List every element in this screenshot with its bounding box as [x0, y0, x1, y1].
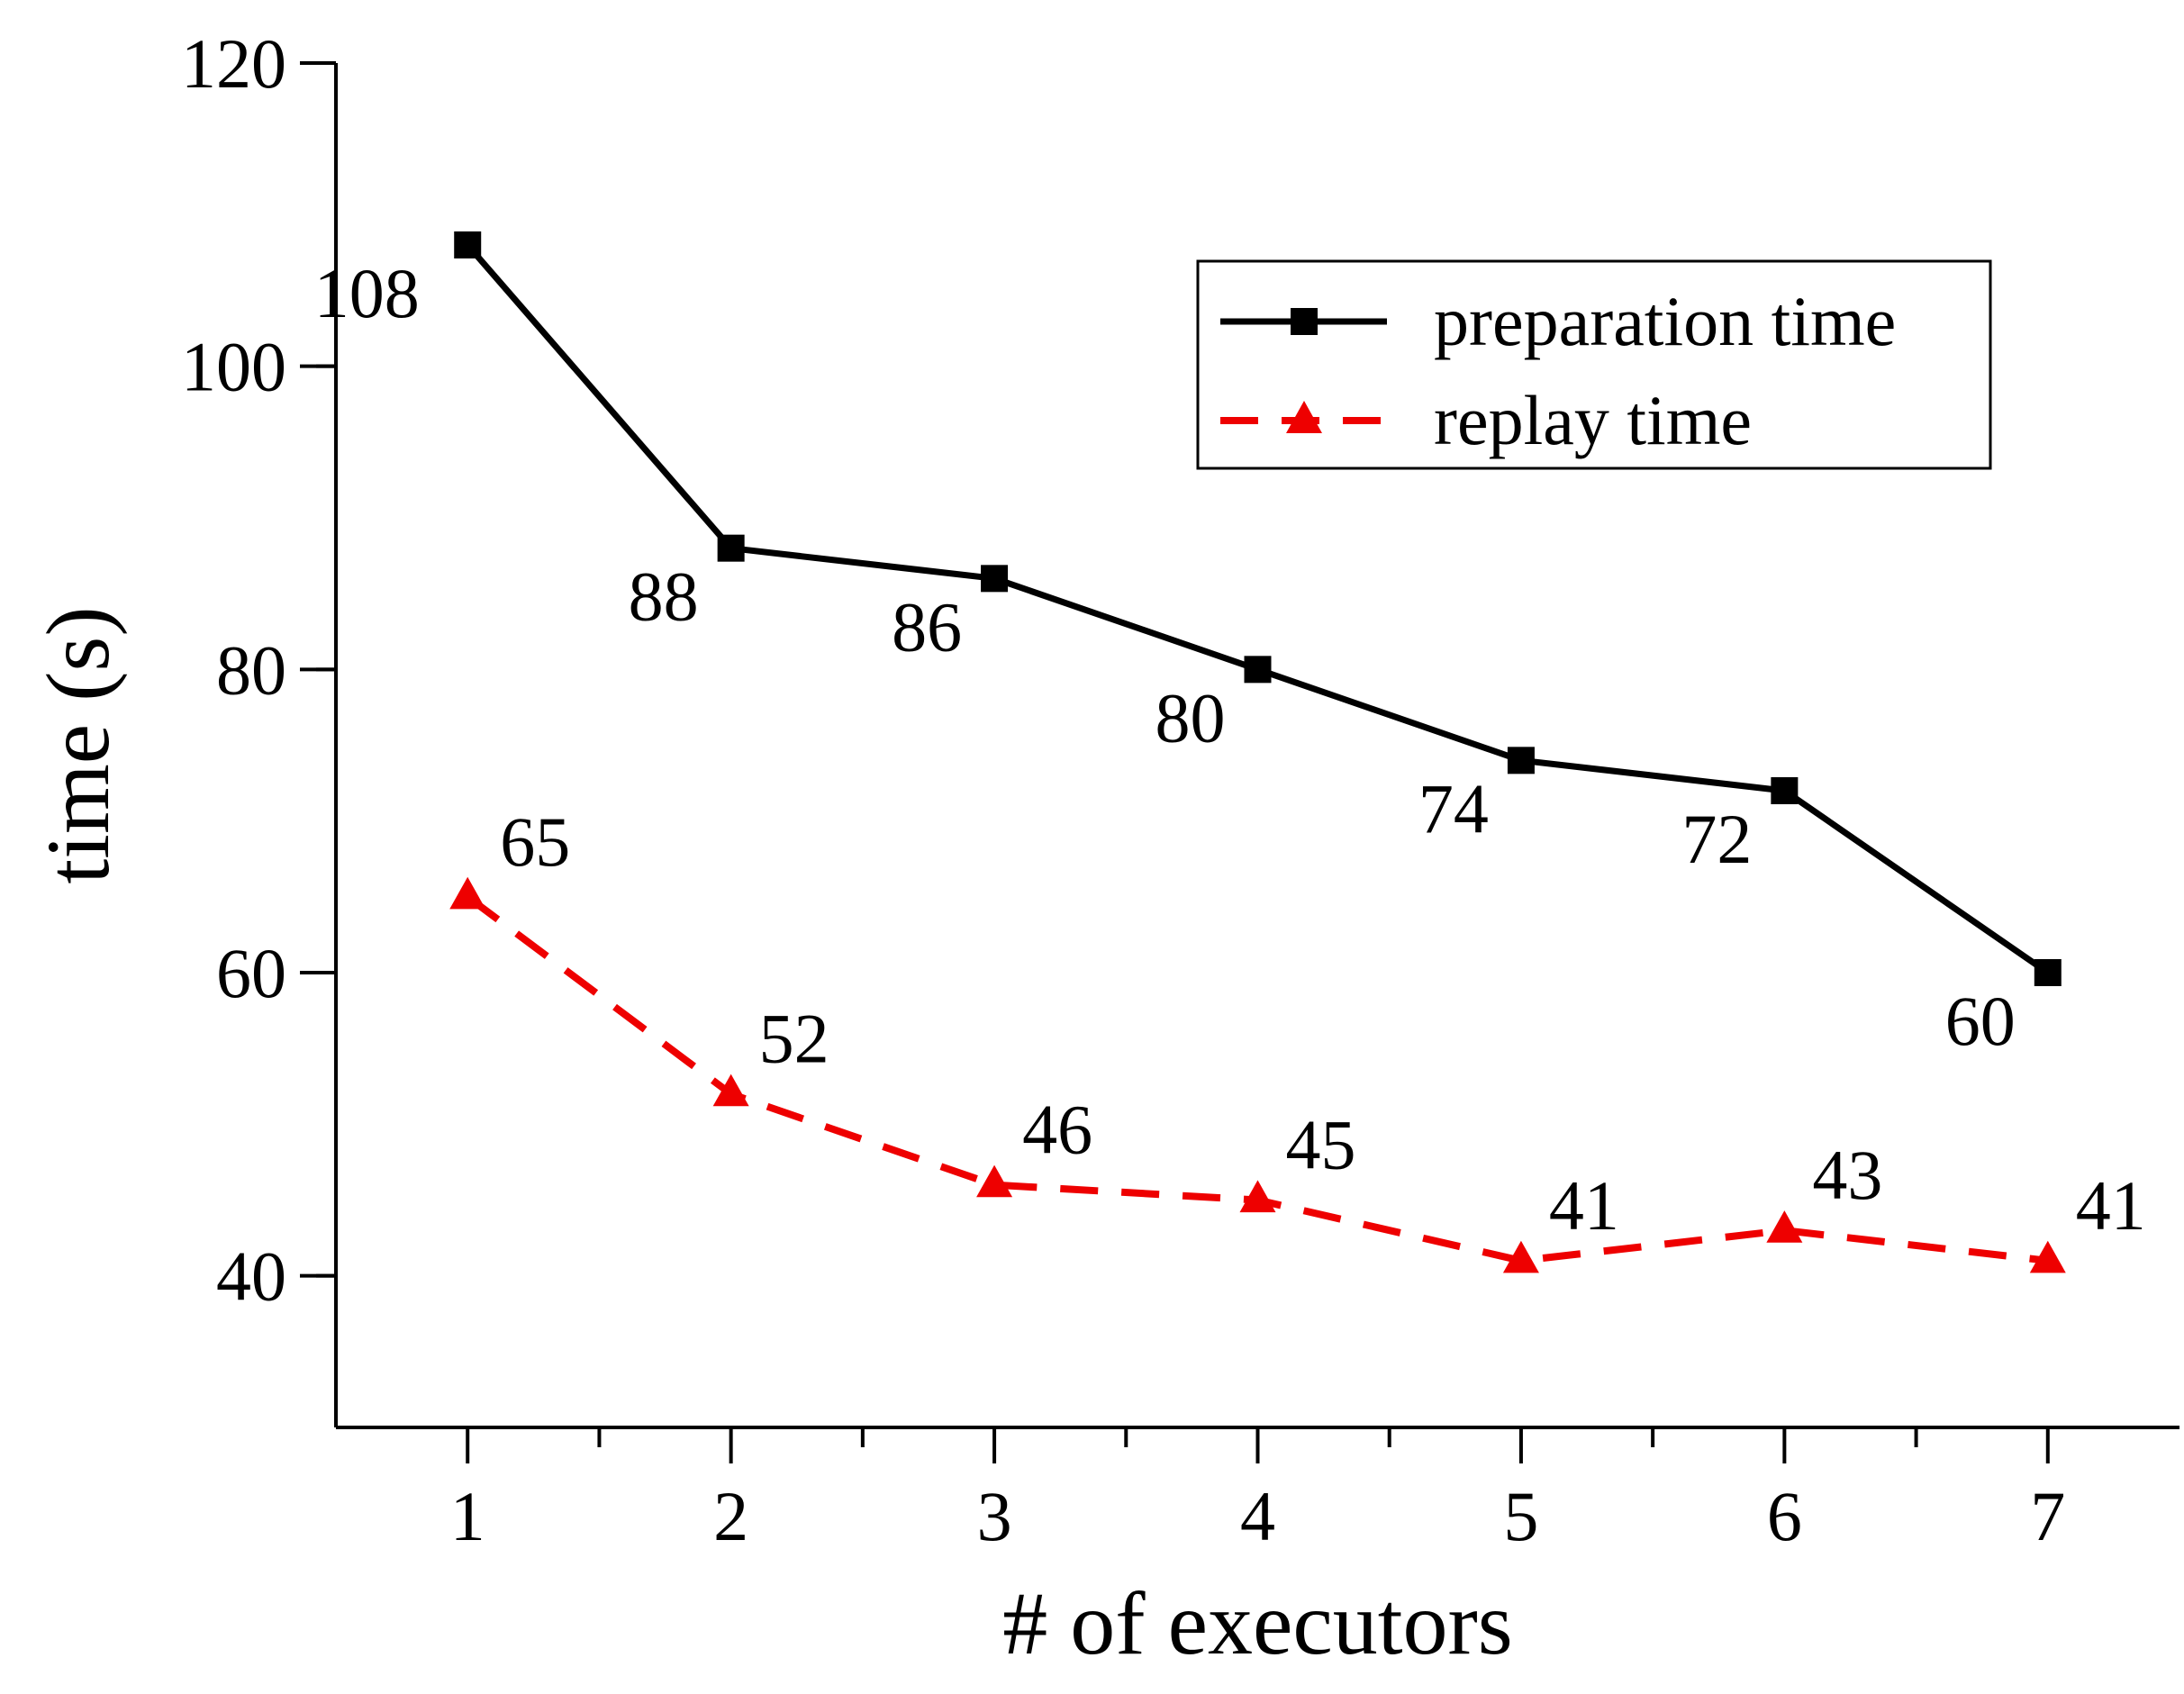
y-tick-label: 40: [216, 1237, 286, 1316]
y-tick-label: 100: [181, 328, 286, 406]
data-label: 108: [314, 254, 420, 332]
data-point: [2034, 959, 2062, 986]
x-tick-label: 4: [1240, 1477, 1275, 1555]
data-label: 52: [759, 1000, 829, 1078]
y-tick-label: 60: [216, 934, 286, 1012]
x-tick-label: 3: [977, 1477, 1012, 1555]
data-point: [1766, 1210, 1803, 1243]
legend-box: [1196, 259, 1992, 470]
data-label: 88: [629, 557, 699, 636]
x-tick-label: 7: [2030, 1477, 2065, 1555]
plot-area: [449, 231, 2066, 1273]
legend: preparation time replay time: [1196, 259, 1992, 470]
legend-marker-square: [1291, 308, 1318, 335]
data-label: 60: [1945, 982, 2016, 1060]
data-point: [717, 534, 745, 562]
data-label: 86: [892, 587, 962, 666]
data-point: [1244, 656, 1272, 684]
legend-label-replay-time: replay time: [1434, 381, 1752, 459]
data-point: [1502, 1240, 1539, 1273]
data-label: 72: [1681, 800, 1752, 878]
data-label: 46: [1022, 1091, 1092, 1169]
data-point: [976, 1164, 1013, 1198]
data-point: [2029, 1240, 2066, 1273]
data-point: [1771, 777, 1799, 804]
data-point: [454, 231, 482, 258]
data-labels: 108 88 86 80 74 72 60 65 52 46 45 41 43 41: [314, 254, 2146, 1245]
data-point: [449, 876, 486, 910]
y-tick-label: 120: [181, 24, 286, 103]
data-label: 45: [1286, 1106, 1356, 1184]
y-tick-label: 80: [216, 630, 286, 709]
legend-marker-triangle: [1286, 401, 1322, 433]
data-point: [1239, 1180, 1276, 1213]
data-label: 41: [1549, 1166, 1619, 1245]
data-label: 43: [1812, 1136, 1882, 1214]
data-point: [712, 1073, 749, 1107]
x-axis-title: # of executors: [1002, 1573, 1512, 1673]
legend-label-preparation-time: preparation time: [1434, 282, 1896, 360]
data-label: 41: [2076, 1166, 2146, 1245]
y-axis-title: time (s): [28, 606, 128, 883]
x-tick-label: 5: [1503, 1477, 1538, 1555]
x-tick-label: 2: [713, 1477, 748, 1555]
x-tick-label: 1: [450, 1477, 485, 1555]
data-label: 74: [1418, 769, 1489, 847]
data-point: [1507, 747, 1535, 775]
data-label: 80: [1155, 678, 1226, 756]
data-point: [981, 565, 1009, 593]
data-label: 65: [500, 802, 570, 881]
x-tick-label: 6: [1767, 1477, 1802, 1555]
